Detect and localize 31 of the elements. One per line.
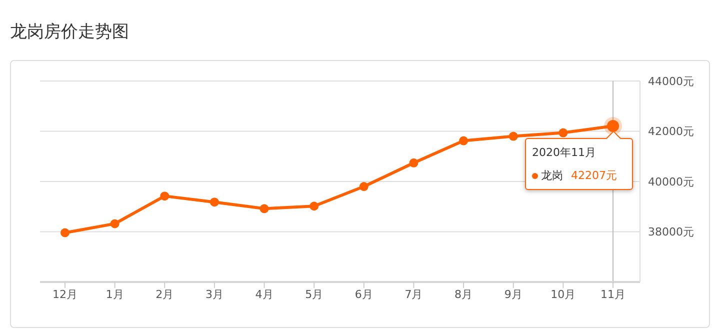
legend-label: 龙岗	[541, 169, 563, 182]
point	[459, 136, 468, 146]
y-tick-label: 40000元	[648, 175, 694, 188]
chart-title: 龙岗房价走势图	[9, 21, 130, 44]
x-tick-label: 9月	[504, 288, 522, 301]
point	[409, 158, 418, 168]
x-tick-label: 3月	[205, 288, 224, 301]
x-tick-label: 1月	[106, 288, 124, 301]
point	[60, 228, 70, 238]
point	[260, 204, 269, 214]
x-tick-label: 7月	[404, 288, 423, 301]
y-tick-label: 38000元	[648, 226, 694, 239]
x-tick-label: 10月	[550, 288, 576, 301]
point	[558, 128, 568, 138]
point	[310, 202, 319, 211]
y-tick-label: 44000元	[648, 74, 694, 88]
x-tick-label: 2月	[156, 288, 174, 301]
data-label: 42207元	[571, 169, 617, 182]
x-tick-label: 6月	[354, 288, 373, 301]
x-tick-label: 5月	[305, 288, 324, 301]
point	[210, 198, 219, 207]
y-tick-label: 42000元	[648, 125, 694, 138]
x-tick-label: 8月	[454, 288, 473, 301]
x-tick-label: 12月	[52, 288, 78, 301]
point	[508, 132, 518, 141]
point	[160, 192, 170, 201]
x-tick-label: 11月	[600, 288, 626, 301]
point	[359, 182, 368, 192]
x-tick-label: 4月	[255, 288, 274, 301]
annotation: 2020年11月	[532, 145, 597, 160]
point	[110, 219, 120, 228]
